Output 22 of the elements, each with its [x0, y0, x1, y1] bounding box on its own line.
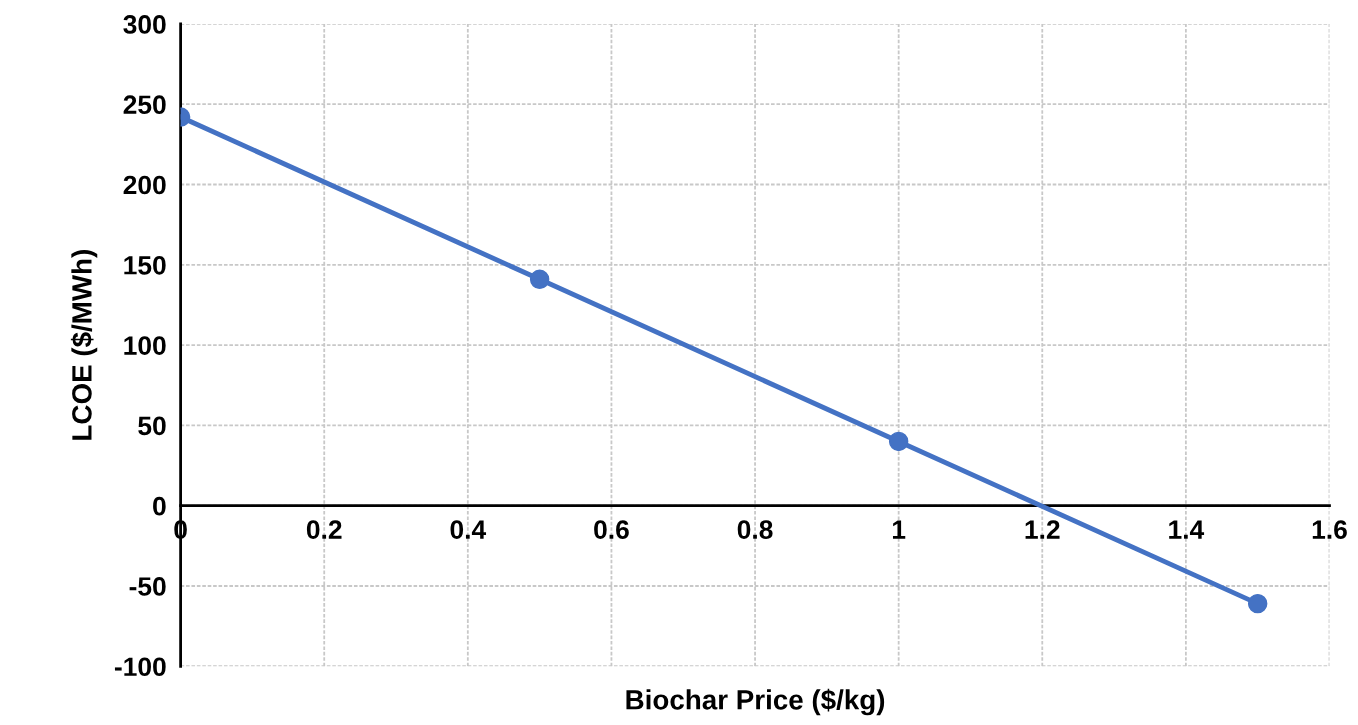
y-tick-label: 100	[124, 336, 166, 355]
point	[888, 431, 909, 452]
y-tick-label: 150	[124, 255, 166, 275]
x-tick-label: 0.2	[306, 520, 342, 539]
x-tick-label: 0.6	[594, 520, 629, 539]
x-tick-label: 0.4	[450, 520, 487, 539]
y-tick-label: 50	[138, 416, 166, 436]
x-tick-label: 1	[892, 520, 906, 539]
y-tick-label: -100	[114, 657, 166, 677]
x-tick-label: 1.2	[1025, 520, 1060, 539]
y-tick-label: 0	[153, 496, 166, 516]
point	[1247, 593, 1268, 614]
x-axis-title: Biochar Price ($/kg)	[626, 688, 885, 716]
x-tick-label: 1.4	[1169, 520, 1205, 539]
y-tick-label: 300	[123, 15, 166, 34]
y-tick-label: -50	[129, 577, 166, 596]
y-tick-label: 250	[123, 95, 166, 115]
x-tick-label: 0.8	[737, 520, 773, 539]
y-tick-label: 200	[123, 175, 166, 195]
y-axis-title: LCOE ($/MWh)	[70, 250, 98, 440]
point	[529, 269, 550, 289]
x-tick-label: 1.6	[1312, 520, 1347, 539]
